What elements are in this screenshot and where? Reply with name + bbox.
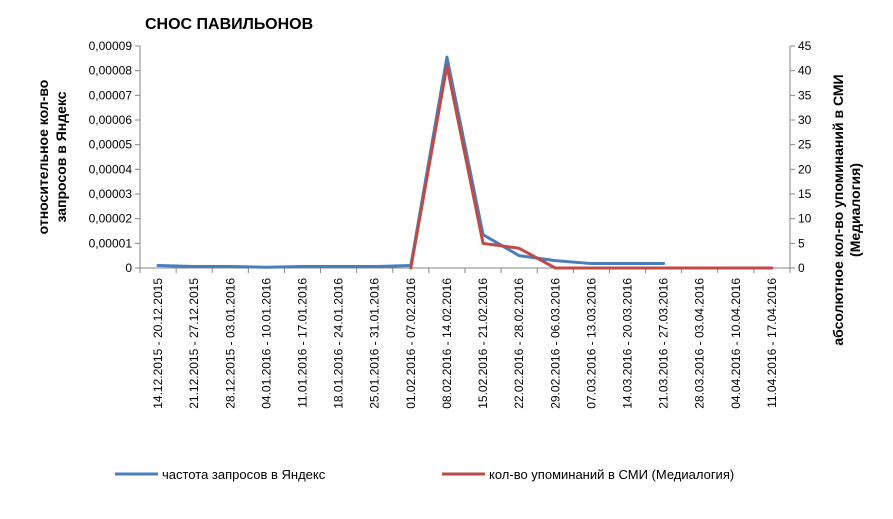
y-tick-label: 0,00008 xyxy=(89,64,133,78)
x-tick-label: 11.01.2016 - 17.01.2016 xyxy=(296,278,310,408)
x-tick-label: 21.03.2016 - 27.03.2016 xyxy=(657,278,671,409)
data-point-1 xyxy=(662,266,665,270)
data-point-0 xyxy=(590,262,593,265)
x-tick-label: 28.12.2015 - 03.01.2016 xyxy=(223,278,237,409)
legend-label-media: кол-во упоминаний в СМИ (Медиалогия) xyxy=(489,467,734,482)
y2-tick-label: 30 xyxy=(798,113,812,127)
data-point-0 xyxy=(301,265,304,268)
y-tick-label: 0,00007 xyxy=(89,88,133,102)
data-point-1 xyxy=(409,266,413,270)
data-point-0 xyxy=(626,262,629,265)
series-line-1 xyxy=(409,64,774,270)
x-tick-label: 29.02.2016 - 06.03.2016 xyxy=(548,278,562,409)
data-point-1 xyxy=(590,266,593,270)
y-axis-title-line-2: запросов в Яндекс xyxy=(53,91,69,222)
y-axis-title-line-1: относительное кол-во xyxy=(35,80,51,235)
data-point-0 xyxy=(192,265,196,268)
x-tick-label: 14.03.2016 - 20.03.2016 xyxy=(621,278,635,409)
x-tick-label: 07.03.2016 - 13.03.2016 xyxy=(584,278,598,409)
y-tick-label: 0,00001 xyxy=(89,236,133,250)
data-point-1 xyxy=(554,266,557,270)
data-point-1 xyxy=(770,266,774,270)
data-point-1 xyxy=(626,266,629,270)
series-layer xyxy=(156,55,774,270)
y-tick-label: 0,00002 xyxy=(89,212,133,226)
x-tick-label: 15.02.2016 - 21.02.2016 xyxy=(476,278,490,409)
axes: 0 0,00001 0,00002 0,00003 0,00004 0,00005 0,00… xyxy=(89,39,812,409)
data-point-0 xyxy=(373,265,376,268)
data-point-0 xyxy=(337,265,340,268)
y-tick-label: 0 xyxy=(125,261,132,275)
legend: частота запросов в Яндекс кол-во упомина… xyxy=(115,467,734,482)
y2-tick-label: 5 xyxy=(798,236,805,250)
y2-tick-label: 35 xyxy=(798,88,812,102)
data-point-0 xyxy=(662,262,665,265)
data-point-0 xyxy=(554,259,557,262)
y2-tick-label: 40 xyxy=(798,64,812,78)
y2-tick-label: 20 xyxy=(798,162,812,176)
data-point-1 xyxy=(445,64,449,67)
y2-tick-label: 25 xyxy=(798,138,812,152)
y2-axis-title-line-2: (Медиалогия) xyxy=(847,163,863,257)
y-tick-label: 0,00003 xyxy=(89,187,133,201)
data-point-1 xyxy=(481,242,485,245)
x-tick-label: 01.02.2016 - 07.02.2016 xyxy=(404,278,418,409)
y2-tick-label: 45 xyxy=(798,39,812,53)
x-tick-label: 18.01.2016 - 24.01.2016 xyxy=(332,278,346,409)
data-point-0 xyxy=(265,266,268,269)
data-point-1 xyxy=(734,266,738,270)
data-point-0 xyxy=(445,55,449,59)
data-point-0 xyxy=(517,254,521,257)
x-tick-label: 21.12.2015 - 27.12.2015 xyxy=(187,278,201,409)
x-tick-label: 04.01.2016 - 10.01.2016 xyxy=(259,278,273,409)
series-line-0 xyxy=(156,55,666,269)
data-point-0 xyxy=(229,265,232,268)
data-point-1 xyxy=(517,247,521,250)
x-tick-label: 22.02.2016 - 28.02.2016 xyxy=(512,278,526,409)
x-tick-label: 11.04.2016 - 17.04.2016 xyxy=(765,278,779,408)
y2-tick-label: 10 xyxy=(798,212,812,226)
data-point-0 xyxy=(156,264,160,267)
x-tick-label: 04.04.2016 - 10.04.2016 xyxy=(729,278,743,409)
x-tick-label: 08.02.2016 - 14.02.2016 xyxy=(440,278,454,409)
y2-tick-label: 0 xyxy=(798,261,805,275)
y-tick-label: 0,00009 xyxy=(89,39,133,53)
y-tick-label: 0,00004 xyxy=(89,162,133,176)
y-tick-label: 0,00006 xyxy=(89,113,133,127)
x-tick-label: 28.03.2016 - 03.04.2016 xyxy=(693,278,707,409)
legend-label-yandex: частота запросов в Яндекс xyxy=(162,467,326,482)
x-tick-label: 25.01.2016 - 31.01.2016 xyxy=(368,278,382,409)
y2-axis-title-line-1: абсолютное кол-во упоминаний в СМИ xyxy=(830,74,846,345)
x-tick-label: 14.12.2015 - 20.12.2015 xyxy=(151,278,165,409)
data-point-1 xyxy=(698,266,701,270)
y-tick-label: 0,00005 xyxy=(89,138,133,152)
chart-title: СНОС ПАВИЛЬОНОВ xyxy=(145,16,313,33)
y2-tick-label: 15 xyxy=(798,187,812,201)
